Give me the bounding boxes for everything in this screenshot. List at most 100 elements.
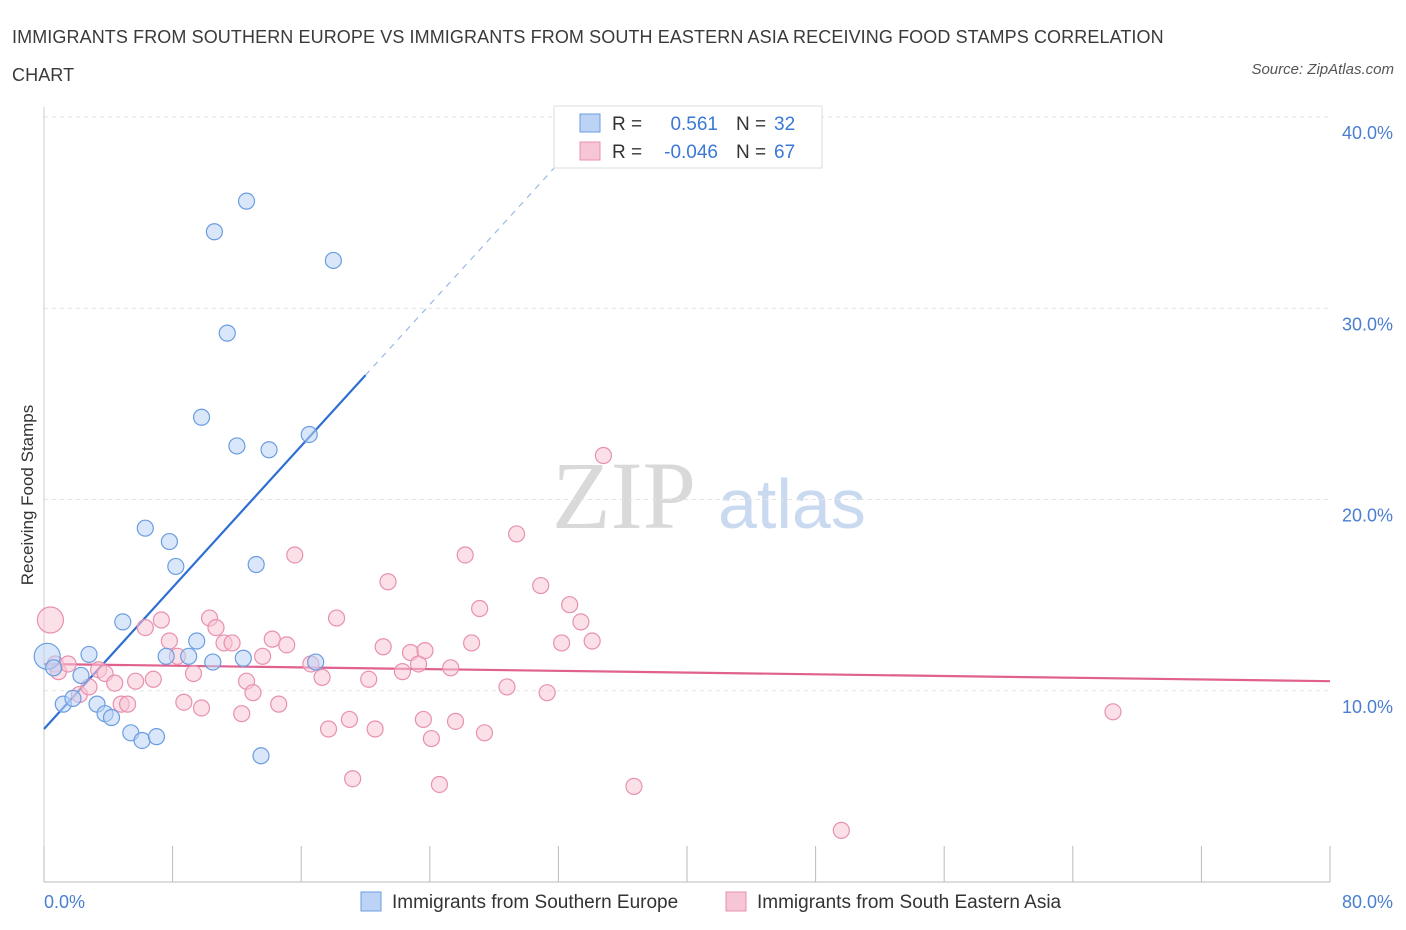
point-se-asia <box>625 777 643 795</box>
point-se-asia <box>553 634 571 652</box>
point-se-asia <box>340 710 359 729</box>
x-tick-label-max: 80.0% <box>1342 892 1393 912</box>
point-se-asia <box>594 446 613 465</box>
series-swatch-se-asia <box>725 891 747 912</box>
series-swatch-southern-europe <box>360 891 382 912</box>
point-se-asia <box>152 611 170 629</box>
point-southern-europe <box>300 425 318 444</box>
point-southern-europe <box>324 251 342 270</box>
point-southern-europe <box>307 653 325 671</box>
legend-swatch-southern-europe <box>579 113 601 133</box>
grid-lines <box>44 116 1330 692</box>
point-se-asia <box>106 674 124 692</box>
point-se-asia <box>278 636 296 654</box>
point-se-asia <box>583 632 601 650</box>
legend-r-value-2: -0.046 <box>664 142 718 163</box>
point-southern-europe <box>252 747 270 765</box>
point-se-asia <box>127 672 145 690</box>
point-se-asia <box>498 678 516 696</box>
legend-r-label-1: R = <box>612 114 642 135</box>
point-southern-europe <box>234 649 252 667</box>
legend-r-value-1: 0.561 <box>670 114 718 135</box>
data-points <box>33 192 1122 839</box>
trend-line-southern-europe-extension <box>365 145 575 376</box>
series-legend: Immigrants from Southern Europe Immigran… <box>360 891 1062 913</box>
point-southern-europe <box>204 653 222 671</box>
axes <box>43 107 1331 883</box>
point-se-asia <box>59 655 77 673</box>
point-se-asia <box>832 821 850 839</box>
legend-r-label-2: R = <box>612 142 642 163</box>
point-southern-europe <box>237 192 256 210</box>
point-se-asia <box>118 695 137 713</box>
point-southern-europe <box>247 555 265 574</box>
point-southern-europe <box>147 728 166 746</box>
point-se-asia <box>327 609 346 627</box>
point-southern-europe <box>133 731 151 750</box>
point-se-asia <box>160 632 178 650</box>
point-se-asia <box>475 724 494 742</box>
point-se-asia <box>414 710 432 729</box>
point-se-asia <box>422 729 441 748</box>
point-se-asia <box>561 596 579 614</box>
point-se-asia <box>175 693 193 711</box>
point-se-asia <box>184 664 203 683</box>
point-se-asia <box>223 634 241 652</box>
point-se-asia <box>254 647 272 665</box>
chart-title: IMMIGRANTS FROM SOUTHERN EUROPE VS IMMIG… <box>12 27 1164 85</box>
point-se-asia <box>393 663 412 681</box>
legend-n-value-2: 67 <box>774 142 795 163</box>
point-southern-europe <box>228 437 246 455</box>
watermark-zip: ZIP <box>552 442 696 549</box>
point-se-asia <box>144 670 162 688</box>
point-se-asia <box>430 775 449 794</box>
point-southern-europe <box>180 647 198 665</box>
point-southern-europe <box>205 223 223 241</box>
tick-labels: 10.0% 20.0% 30.0% 40.0% 0.0% 80.0% <box>44 123 1393 912</box>
y-tick-label: 20.0% <box>1342 506 1393 526</box>
point-se-asia <box>366 720 384 738</box>
series-label-se-asia: Immigrants from South Eastern Asia <box>757 892 1062 913</box>
x-tick-label-min: 0.0% <box>44 892 85 912</box>
point-se-asia <box>446 712 465 730</box>
point-se-asia <box>456 546 474 564</box>
legend-n-value-1: 32 <box>774 114 795 135</box>
point-se-asia <box>319 720 338 738</box>
point-southern-europe <box>114 613 132 631</box>
watermark: ZIP atlas <box>552 442 866 549</box>
point-southern-europe <box>192 408 211 426</box>
point-se-asia <box>462 634 481 652</box>
point-southern-europe <box>160 532 178 551</box>
point-southern-europe <box>167 557 185 576</box>
y-tick-label: 40.0% <box>1342 123 1393 143</box>
point-se-asia <box>572 613 590 631</box>
point-southern-europe <box>80 645 98 664</box>
point-se-asia <box>263 630 281 648</box>
point-se-asia <box>442 659 460 677</box>
y-tick-label: 10.0% <box>1342 697 1393 717</box>
legend-n-label-2: N = <box>736 142 766 163</box>
point-se-asia <box>532 576 550 595</box>
point-se-asia <box>192 699 211 717</box>
point-se-asia <box>471 599 489 618</box>
point-se-asia <box>136 619 154 637</box>
series-label-southern-europe: Immigrants from Southern Europe <box>392 892 678 913</box>
point-se-asia <box>538 684 556 702</box>
point-se-asia <box>379 573 397 591</box>
legend-swatch-se-asia <box>579 141 601 161</box>
watermark-atlas: atlas <box>718 465 866 543</box>
point-se-asia <box>313 668 331 686</box>
point-se-asia <box>207 619 225 637</box>
point-southern-europe <box>72 666 90 685</box>
point-southern-europe <box>188 632 206 650</box>
point-southern-europe <box>45 659 63 677</box>
legend-n-label-1: N = <box>736 114 766 135</box>
point-southern-europe <box>64 689 82 708</box>
point-southern-europe <box>102 708 121 727</box>
point-se-asia <box>360 670 378 688</box>
point-se-asia <box>244 684 262 702</box>
point-se-asia <box>270 695 288 713</box>
trend-line-se-asia <box>43 662 1331 683</box>
point-se-asia <box>374 638 392 656</box>
